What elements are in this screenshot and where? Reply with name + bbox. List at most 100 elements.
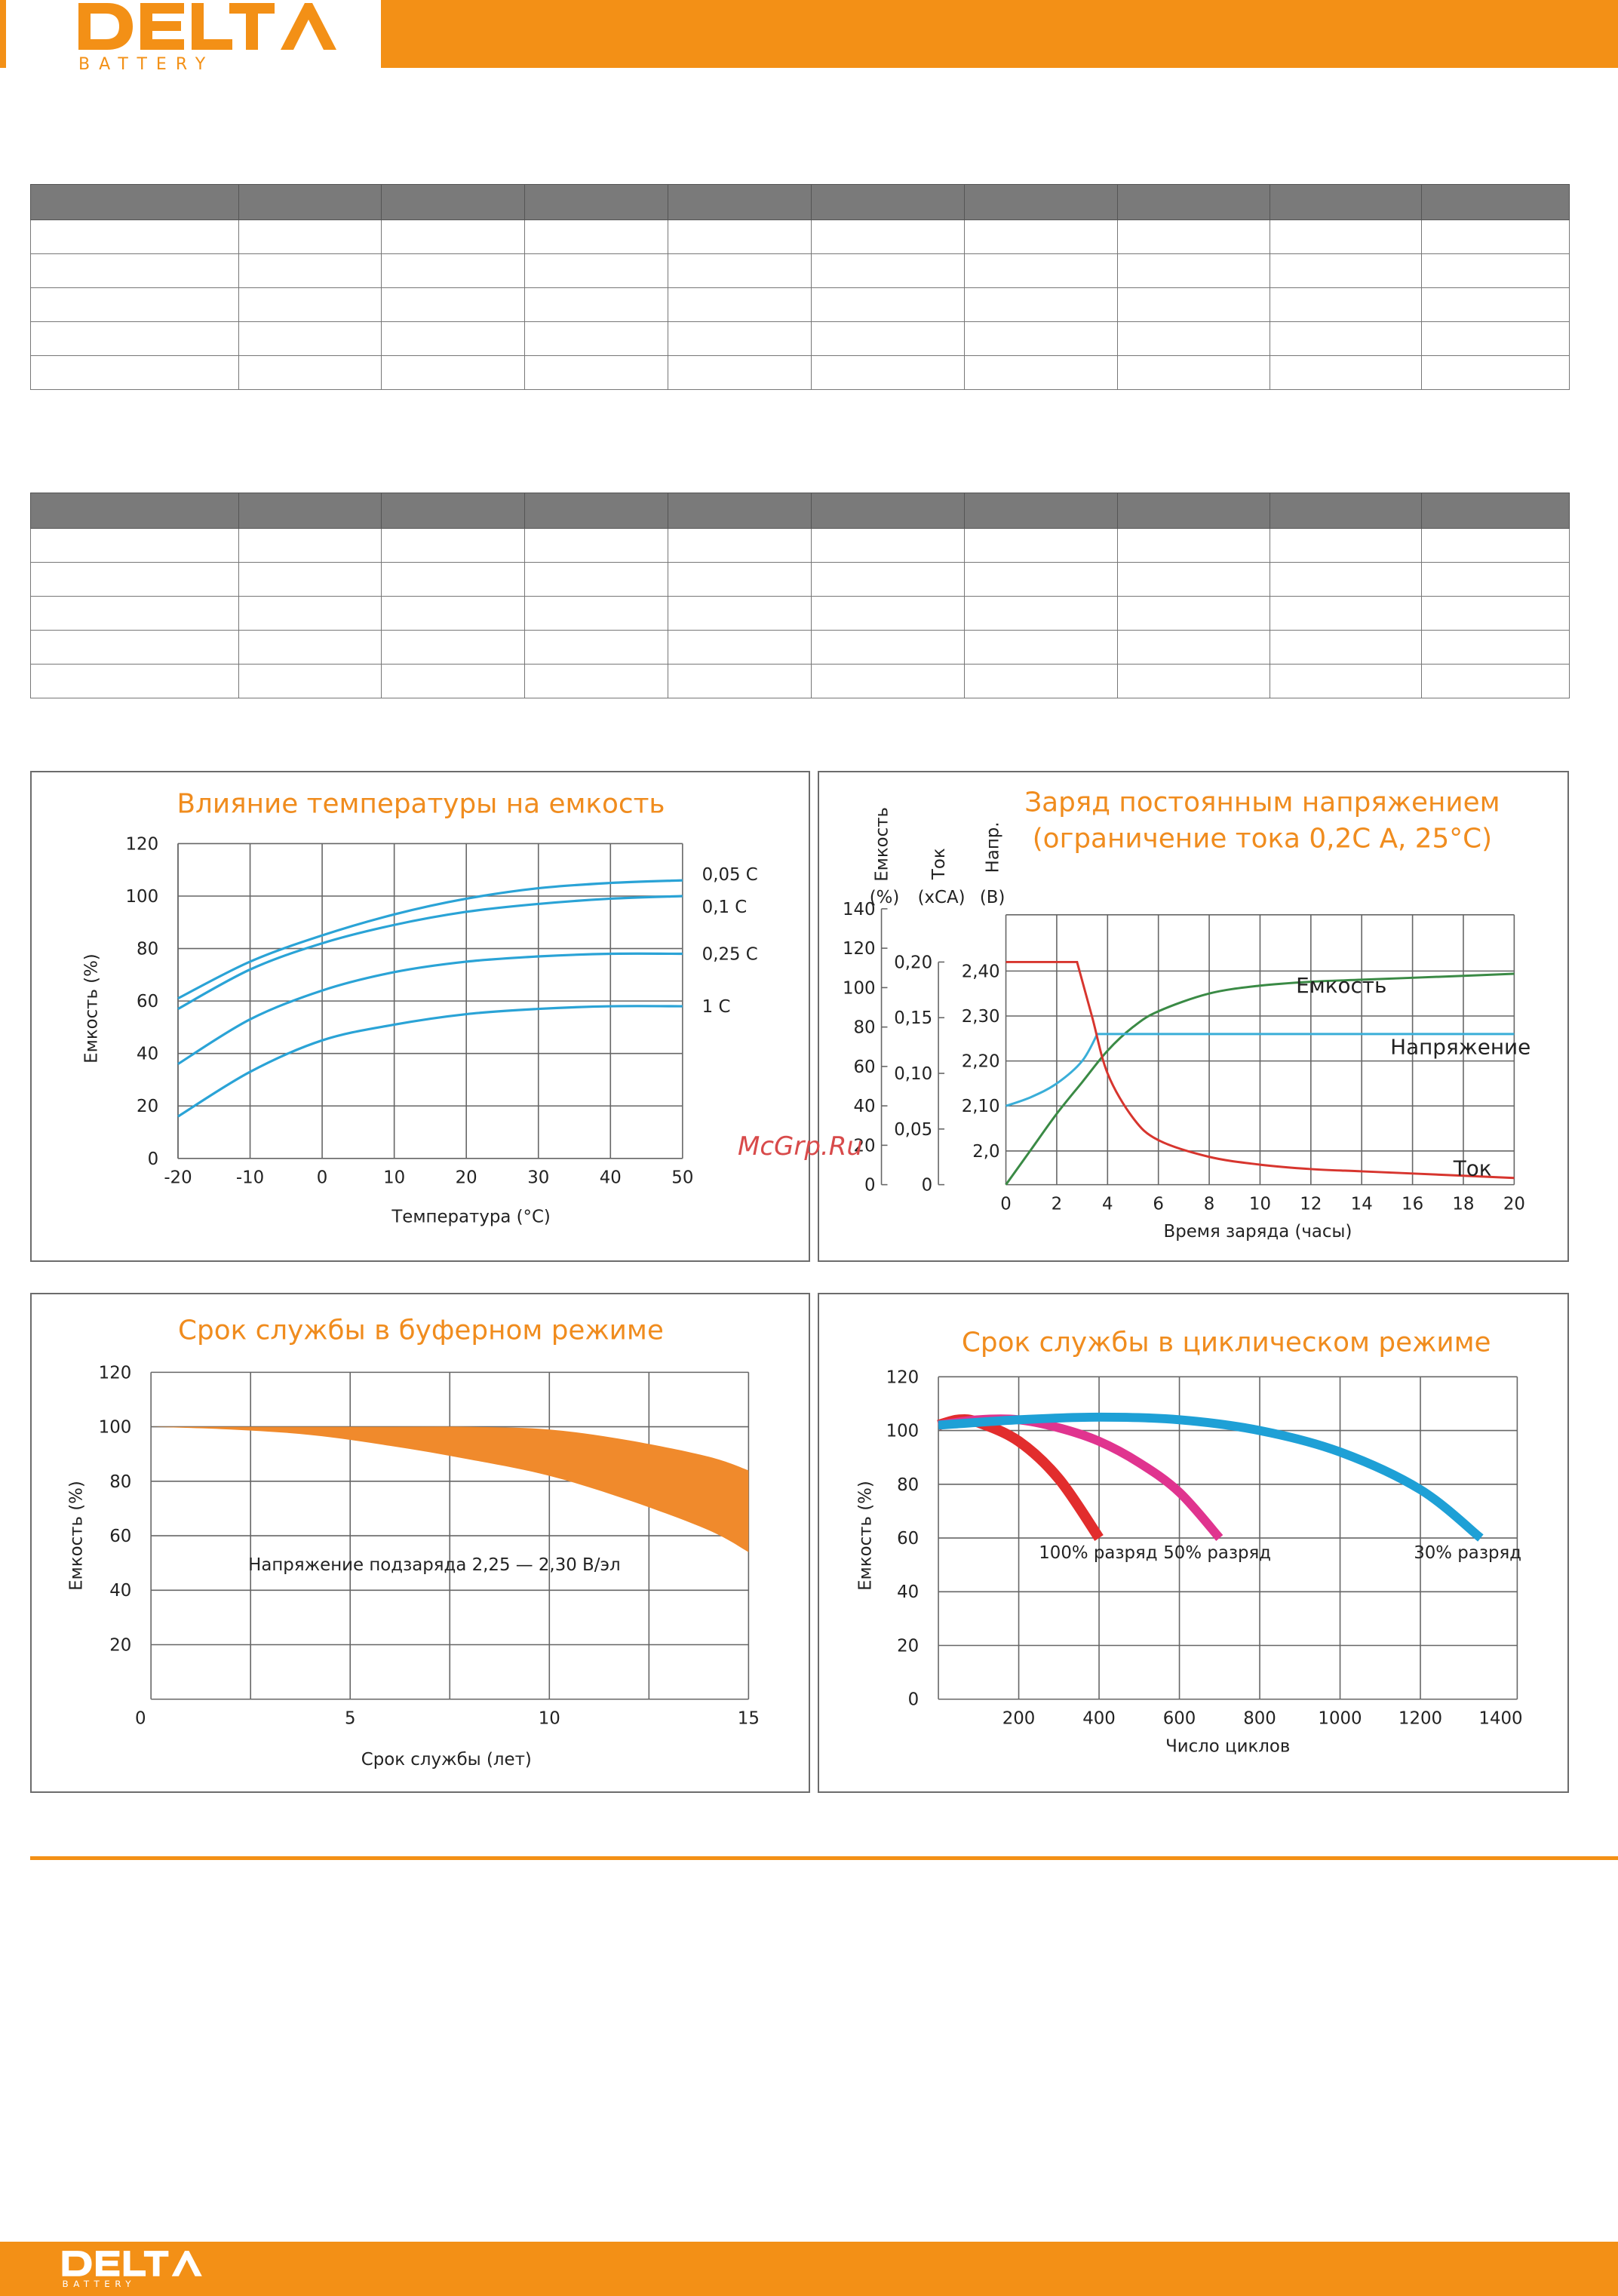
table-cell	[381, 219, 525, 254]
table-cell	[238, 630, 382, 665]
footer-bar: BATTERY	[0, 2242, 1618, 2296]
table-cell	[1117, 596, 1270, 631]
table-cell	[524, 493, 668, 529]
spec-table-2	[30, 493, 1570, 698]
table-row	[30, 253, 1570, 288]
table-cell	[524, 287, 668, 322]
table-cell	[1270, 664, 1422, 698]
table-cell	[811, 219, 965, 254]
y-tick-label-voltage: 2,40	[962, 962, 1000, 981]
x-tick-label: 800	[1243, 1709, 1276, 1729]
x-tick-label: 2	[1052, 1194, 1063, 1214]
x-tick-label: 15	[738, 1709, 760, 1729]
table-cell	[811, 321, 965, 356]
header-accent	[0, 0, 6, 68]
y-tick-label: 0	[148, 1150, 159, 1169]
table-cell	[238, 184, 382, 220]
section-divider	[30, 1856, 1618, 1860]
x-tick-label: 1400	[1478, 1709, 1522, 1729]
series-label: 30% разряд	[1414, 1543, 1521, 1563]
y-tick-label-capacity: 20	[854, 1136, 876, 1156]
x-tick-label: 400	[1082, 1709, 1116, 1729]
y-tick-label: 20	[137, 1097, 158, 1116]
y-tick-label-capacity: 0	[864, 1176, 876, 1196]
series-label: 0,25 С	[702, 944, 758, 964]
x-tick-label: 50	[671, 1168, 693, 1188]
table-cell	[381, 355, 525, 390]
table-cell	[30, 184, 239, 220]
table-cell	[1421, 528, 1570, 563]
table-cell	[668, 493, 812, 529]
y-tick-label-voltage: 2,20	[962, 1052, 1000, 1072]
table-cell	[1270, 355, 1422, 390]
table-cell	[1117, 355, 1270, 390]
y-tick-label-capacity: 120	[843, 939, 876, 959]
x-tick-label: 10	[383, 1168, 405, 1188]
y-tick-label: 120	[99, 1363, 132, 1383]
table-header-row	[30, 184, 1570, 220]
x-tick-label: 10	[1249, 1194, 1271, 1214]
x-axis-label: Число циклов	[1165, 1736, 1290, 1756]
x-tick-label: 40	[600, 1168, 622, 1188]
series-label: Емкость	[1296, 973, 1386, 998]
table-cell	[1270, 596, 1422, 631]
table-cell	[238, 562, 382, 597]
table-cell	[381, 596, 525, 631]
y-tick-label: 0	[908, 1690, 920, 1710]
x-tick-label: 18	[1452, 1194, 1474, 1214]
brand-logo: BATTERY	[78, 3, 336, 72]
table-cell	[964, 596, 1118, 631]
table-cell	[30, 664, 239, 698]
series-line	[938, 1414, 1223, 1541]
footer-brand-sub: BATTERY	[63, 2279, 137, 2288]
x-tick-label: 14	[1351, 1194, 1373, 1214]
table-cell	[30, 219, 239, 254]
table-cell	[238, 253, 382, 288]
table-cell	[668, 562, 812, 597]
series-line	[1005, 972, 1515, 1186]
table-cell	[238, 219, 382, 254]
y-tick-label: 60	[109, 1527, 131, 1546]
table-cell	[964, 528, 1118, 563]
chart-title: Срок службы в циклическом режиме	[962, 1328, 1491, 1358]
y-tick-label: 20	[897, 1636, 919, 1656]
series-label: 50% разряд	[1163, 1543, 1271, 1563]
table-cell	[30, 253, 239, 288]
table-cell	[811, 253, 965, 288]
y-axis-unit-current: (xCA)	[918, 888, 966, 907]
y-axis-label: Емкость (%)	[82, 953, 102, 1064]
x-tick-label: 600	[1163, 1709, 1196, 1729]
table-cell	[30, 287, 239, 322]
x-tick-label: 1000	[1318, 1709, 1362, 1729]
chart-cycle-service-life: Срок службы в циклическом режиме 0 20 40 60…	[818, 1293, 1569, 1793]
table-cell	[811, 287, 965, 322]
table-cell	[964, 253, 1118, 288]
table-cell	[381, 493, 525, 529]
table-cell	[524, 253, 668, 288]
table-cell	[524, 355, 668, 390]
y-tick-label: 120	[886, 1367, 920, 1387]
chart-temperature-capacity: Влияние температуры на емкость -20 -10 0 10…	[30, 771, 810, 1262]
table-cell	[381, 321, 525, 356]
table-cell	[964, 219, 1118, 254]
table-cell	[1117, 219, 1270, 254]
table-cell	[1421, 596, 1570, 631]
chart-annotation: Напряжение подзаряда 2,25 — 2,30 В/эл	[248, 1555, 620, 1575]
y-axis-unit-capacity: (%)	[870, 888, 900, 907]
table-cell	[1270, 493, 1422, 529]
table-cell	[381, 287, 525, 322]
table-cell	[964, 355, 1118, 390]
table-row	[30, 321, 1570, 356]
table-cell	[668, 321, 812, 356]
y-tick-label-voltage: 2,30	[962, 1007, 1000, 1027]
table-cell	[1421, 321, 1570, 356]
table-cell	[381, 253, 525, 288]
x-tick-label: 5	[345, 1709, 356, 1729]
y-tick-label: 60	[897, 1529, 919, 1549]
series-label: Напряжение	[1390, 1035, 1530, 1060]
y-tick-label: 80	[109, 1472, 131, 1492]
table-cell	[1270, 287, 1422, 322]
y-tick-label: 80	[137, 940, 158, 959]
table-cell	[524, 528, 668, 563]
x-tick-label: -20	[164, 1168, 192, 1188]
